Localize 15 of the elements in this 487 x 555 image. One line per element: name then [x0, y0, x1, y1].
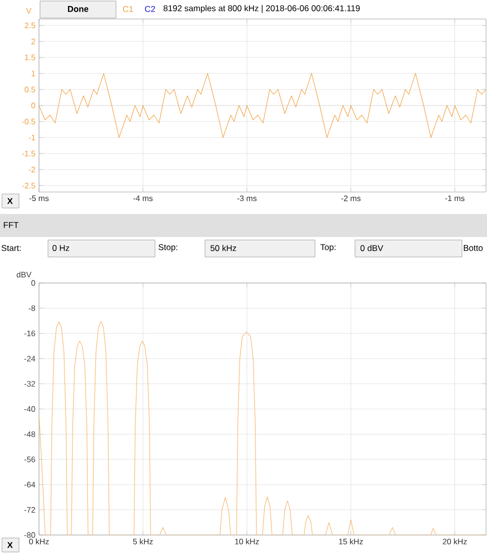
text: 0 Hz	[52, 245, 70, 251]
text: X	[7, 542, 13, 548]
line-series	[39, 73, 486, 138]
text: Stop:	[158, 244, 178, 252]
text: Done	[68, 6, 88, 12]
chart-title: FFT	[4, 222, 19, 228]
chart-title: 8192 samples at 800 kHz | 2018-06-06 00:06:41.119	[164, 5, 360, 13]
text: Top:	[320, 244, 336, 252]
text: 0 dBV	[360, 244, 384, 252]
text: X	[7, 198, 13, 204]
text: Botto	[464, 245, 483, 251]
text: 50 kHz	[210, 244, 236, 252]
text: C1	[123, 6, 133, 12]
text: Start:	[2, 245, 21, 251]
text: C2	[145, 6, 155, 12]
